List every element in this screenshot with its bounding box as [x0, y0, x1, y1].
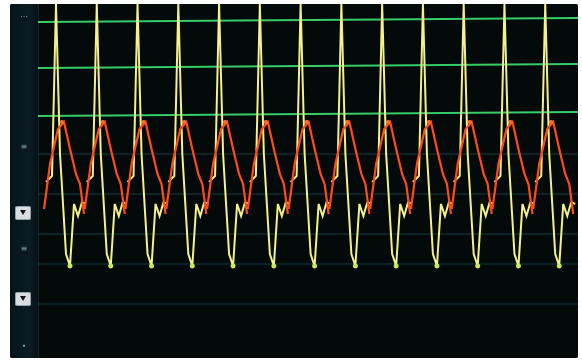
arterial-marker: [100, 120, 105, 124]
arterial-marker: [263, 120, 268, 124]
arterial-trace: [450, 119, 493, 215]
ecg-marker: [108, 263, 114, 269]
arterial-marker: [304, 120, 309, 124]
ecg-marker: [556, 263, 562, 269]
arterial-marker: [508, 120, 513, 124]
ecg-trace: [330, 4, 372, 267]
arterial-trace: [83, 119, 126, 215]
ecg-marker: [515, 263, 521, 269]
ecg-marker: [393, 263, 399, 269]
arterial-trace: [165, 119, 208, 215]
arterial-trace: [42, 119, 86, 215]
arterial-trace: [205, 119, 249, 215]
arterial-trace: [328, 119, 371, 215]
ecg-trace: [45, 4, 87, 267]
scroll-up-button[interactable]: [15, 206, 31, 220]
arterial-trace: [491, 119, 534, 215]
ecg-trace: [493, 4, 535, 267]
ecg-trace: [412, 4, 454, 267]
ecg-trace: [534, 4, 576, 267]
arterial-marker: [223, 120, 228, 124]
arterial-trace: [246, 119, 289, 215]
ecg-trace: [289, 4, 332, 267]
ecg-trace: [249, 4, 291, 267]
arterial-marker: [386, 120, 391, 124]
toolbar-mark: •: [21, 342, 27, 351]
ecg-trace: [371, 4, 413, 267]
ecg-trace: [208, 4, 250, 267]
ecg-trace: [452, 4, 495, 267]
toolbar-mark: ≡: [20, 142, 28, 151]
arterial-trace: [369, 119, 412, 215]
ecg-marker: [352, 263, 358, 269]
arterial-trace: [124, 119, 167, 215]
toolbar-mark: ≡: [20, 244, 28, 253]
ecg-marker: [271, 263, 277, 269]
arterial-marker: [182, 120, 187, 124]
arterial-marker: [345, 120, 350, 124]
arterial-trace: [409, 119, 453, 215]
grid-line: [37, 63, 578, 69]
ecg-trace: [167, 4, 209, 267]
scroll-down-button[interactable]: [15, 292, 31, 306]
ecg-marker: [475, 263, 481, 269]
ecg-trace: [126, 4, 168, 267]
ecg-marker: [189, 263, 195, 269]
arterial-marker: [141, 120, 146, 124]
ecg-marker: [149, 263, 155, 269]
waveform-canvas: [37, 4, 578, 305]
ecg-marker: [67, 263, 73, 269]
arterial-marker: [549, 120, 554, 124]
arterial-marker: [426, 120, 431, 124]
ecg-trace: [86, 4, 128, 267]
arterial-marker: [467, 120, 472, 124]
arterial-trace: [287, 119, 330, 215]
ecg-marker: [230, 263, 236, 269]
arterial-marker: [60, 120, 64, 124]
ecg-marker: [312, 263, 318, 269]
grid-line: [37, 111, 578, 117]
toolbar-mark: ⋯: [20, 12, 28, 21]
arterial-trace: [532, 119, 575, 215]
waveform-monitor: ⋯ ≡ ≡ •: [10, 4, 578, 358]
grid-line: [37, 17, 578, 23]
ecg-marker: [434, 263, 440, 269]
left-toolbar: ⋯ ≡ ≡ •: [10, 4, 39, 358]
